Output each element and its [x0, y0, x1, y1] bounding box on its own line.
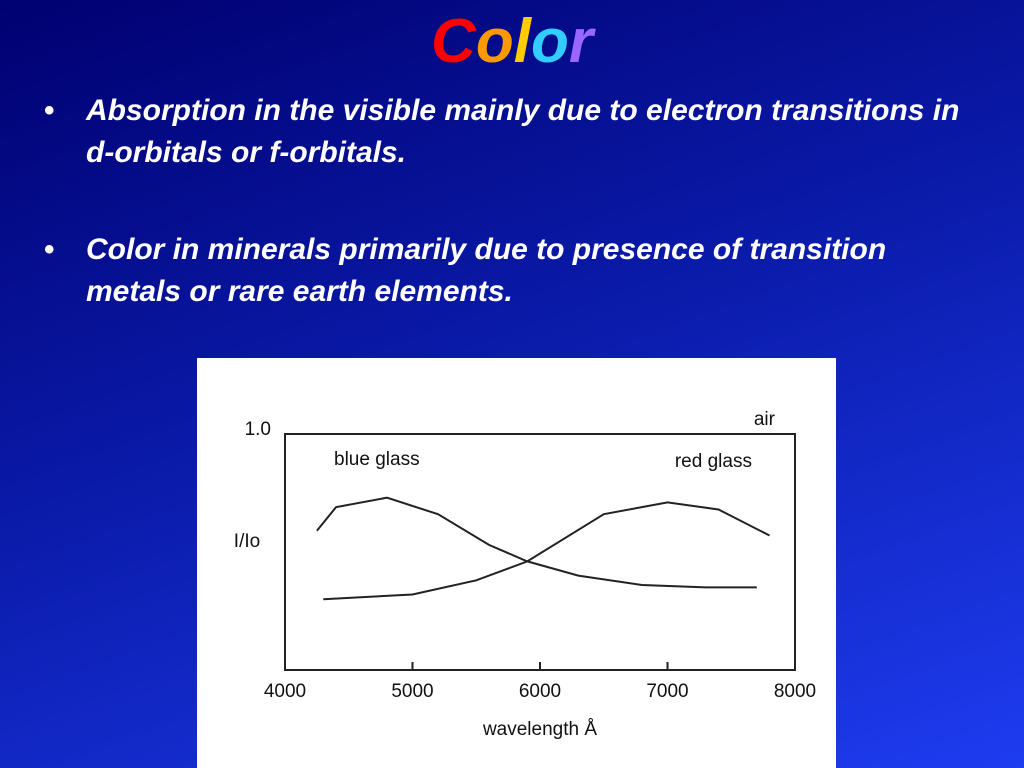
title-letter: C [431, 7, 476, 76]
x-tick-label: 5000 [391, 681, 433, 702]
x-tick-label: 7000 [646, 681, 688, 702]
title-letter: o [475, 7, 514, 76]
y-axis-label: I/Io [234, 531, 260, 552]
x-tick-label: 6000 [519, 681, 561, 702]
x-axis-label: wavelength Å [482, 719, 597, 740]
title-letter: o [530, 7, 569, 76]
bullet: • Absorption in the visible mainly due to… [44, 90, 984, 174]
figure-panel: 4000 5000 6000 7000 8000 1.0 wavelength Å I/Io a… [197, 358, 836, 768]
x-tick-label: 4000 [264, 681, 306, 702]
bullet: • Color in minerals primarily due to pres… [44, 229, 984, 313]
series-line [323, 501, 770, 601]
series-label: air [754, 409, 776, 430]
series-line [316, 496, 757, 589]
title-letter: l [513, 7, 531, 76]
series-label: red glass [675, 451, 752, 472]
bullet-text: Color in minerals primarily due to prese… [86, 233, 887, 308]
slide-title: Color [0, 2, 1024, 82]
series-label: blue glass [334, 449, 420, 470]
chart: 4000 5000 6000 7000 8000 1.0 wavelength Å I/Io a… [234, 409, 816, 740]
x-tick-label: 8000 [774, 681, 816, 702]
y-tick-label: 1.0 [245, 419, 271, 440]
bullet-text: Absorption in the visible mainly due to … [86, 94, 960, 169]
title-letter: r [568, 7, 593, 76]
